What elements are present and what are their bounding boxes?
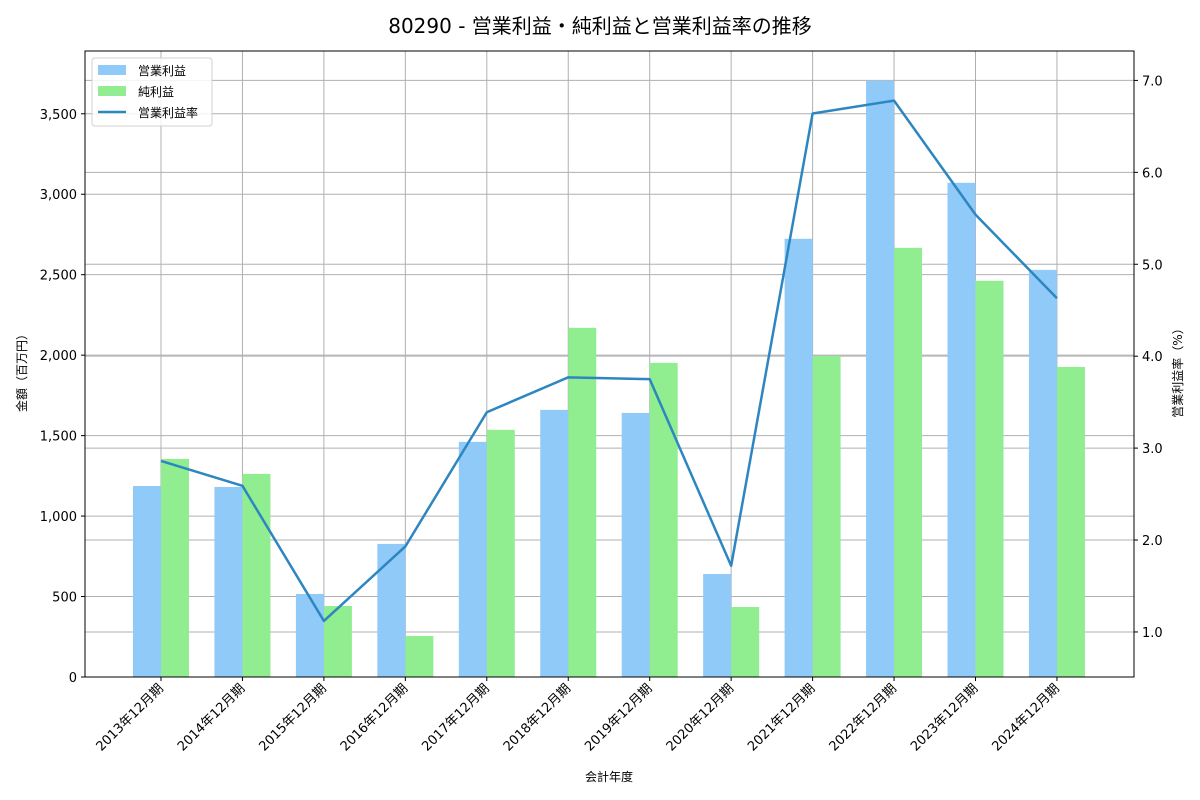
legend-label-operating-margin: 営業利益率 [138,105,198,120]
bar-net-profit [1056,366,1085,677]
bar-operating-profit [458,441,487,677]
bar-operating-profit [214,486,243,677]
y2-tick-label: 6.0 [1142,166,1163,181]
bar-net-profit [731,606,760,677]
y-tick-label: 1,500 [40,430,77,445]
bar-net-profit [975,280,1004,677]
x-tick-label: 2018年12月期 [501,681,574,754]
bar-operating-profit [621,412,650,677]
legend-label-operating-profit: 営業利益 [138,64,186,78]
x-axis-ticks: 2013年12月期 2014年12月期 2015年12月期 2016年12月期 2017… [94,677,1063,755]
legend-label-net-profit: 純利益 [138,85,174,99]
y2-tick-label: 1.0 [1142,626,1163,641]
y-tick-label: 3,500 [40,108,77,123]
y2-tick-label: 4.0 [1142,350,1163,365]
x-tick-label: 2022年12月期 [827,681,900,754]
x-tick-label: 2017年12月期 [419,681,492,754]
bar-net-profit [486,429,515,677]
x-tick-label: 2013年12月期 [94,681,167,754]
bar-operating-profit [377,543,406,677]
y-tick-label: 1,000 [40,510,77,525]
x-tick-label: 2014年12月期 [175,681,248,754]
bar-operating-profit [866,80,895,677]
bar-operating-profit [703,574,732,677]
y-tick-label: 500 [52,591,77,606]
bar-operating-profit [540,409,569,677]
x-tick-label: 2015年12月期 [256,681,329,754]
y-axis-label: 金額（百万円） [14,328,29,412]
y2-tick-label: 2.0 [1142,534,1163,549]
bar-net-profit [894,247,923,677]
left-axis-ticks: 0 500 1,000 1,500 2,000 2,500 3,000 3,500 [40,108,85,686]
bar-operating-profit [1028,269,1057,677]
legend-swatch-net-profit [98,86,126,96]
bar-net-profit [242,473,271,677]
line-operating-margin [160,99,1058,623]
right-axis-ticks: 1.0 2.0 3.0 4.0 5.0 6.0 7.0 [1134,74,1163,641]
y2-axis-label: 営業利益率（%） [1170,322,1185,417]
y-tick-label: 2,500 [40,269,77,284]
legend-swatch-operating-profit [98,65,126,75]
bar-operating-profit [947,182,976,677]
line-series [160,99,1058,623]
bar-net-profit [405,635,434,677]
y2-tick-label: 5.0 [1142,258,1163,273]
chart-title: 80290 - 営業利益・純利益と営業利益率の推移 [388,14,812,38]
x-tick-label: 2021年12月期 [745,681,818,754]
y2-tick-label: 7.0 [1142,74,1163,89]
x-tick-label: 2023年12月期 [908,681,981,754]
bar-operating-profit [133,485,161,677]
plot-area-frame [84,50,1135,678]
x-tick-label: 2020年12月期 [664,681,737,754]
bar-operating-profit [295,593,324,677]
bar-net-profit [649,362,678,677]
x-tick-label: 2019年12月期 [582,681,655,754]
bar-series [133,80,1085,678]
bar-net-profit [568,327,597,677]
x-axis-label: 会計年度 [585,769,633,784]
y-tick-label: 0 [69,671,77,686]
bar-net-profit [161,458,189,677]
y2-tick-label: 3.0 [1142,442,1163,457]
y-tick-label: 3,000 [40,188,77,203]
bar-operating-profit [784,238,813,678]
legend: 営業利益 純利益 営業利益率 [91,57,213,127]
y-tick-label: 2,000 [40,349,77,364]
x-tick-label: 2024年12月期 [989,681,1062,754]
x-tick-label: 2016年12月期 [338,681,411,754]
bar-net-profit [812,355,841,677]
